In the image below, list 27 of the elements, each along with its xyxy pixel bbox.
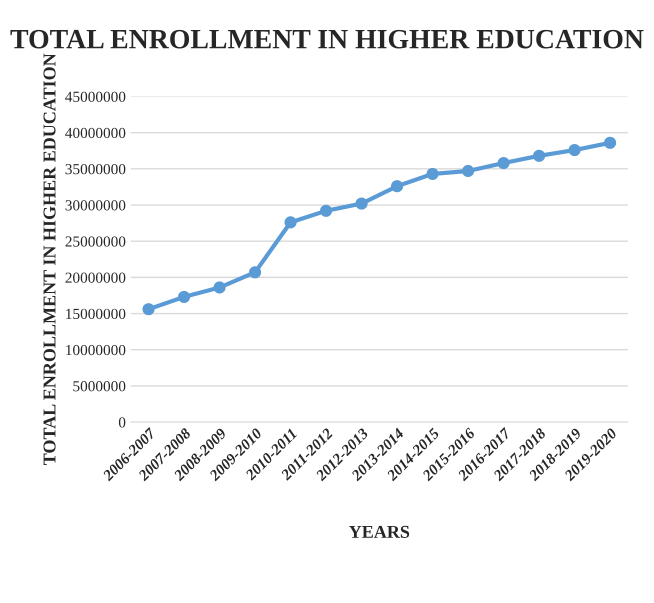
point [284, 216, 297, 228]
point [248, 266, 262, 278]
y-tick-label: 40000000 [65, 128, 126, 138]
point [462, 164, 474, 178]
point [498, 156, 510, 170]
point [355, 197, 368, 210]
point [390, 180, 404, 192]
y-tick-label: 35000000 [66, 164, 126, 174]
y-tick-label: 15000000 [66, 308, 126, 320]
chart-title: TOTAL ENROLLMENT IN HIGHER EDUCATION [10, 30, 644, 49]
y-tick-label: 20000000 [66, 272, 126, 283]
point [178, 290, 190, 303]
point [142, 303, 155, 316]
y-tick-label: 30000000 [66, 200, 126, 210]
point [568, 144, 581, 156]
y-tick-label: 10000000 [66, 344, 126, 356]
point [213, 281, 226, 294]
y-tick-label: 0 [118, 417, 126, 428]
x-axis-title: YEARS [349, 526, 410, 538]
point [426, 168, 439, 180]
y-tick-label: 25000000 [66, 236, 126, 247]
y-axis-title: TOTAL ENROLLMENT IN HIGHER EDUCATION [43, 54, 56, 466]
point [320, 204, 332, 217]
y-tick-label: 5000000 [73, 381, 126, 392]
point [533, 150, 546, 162]
point [604, 136, 616, 149]
y-tick-label: 45000000 [65, 92, 126, 102]
